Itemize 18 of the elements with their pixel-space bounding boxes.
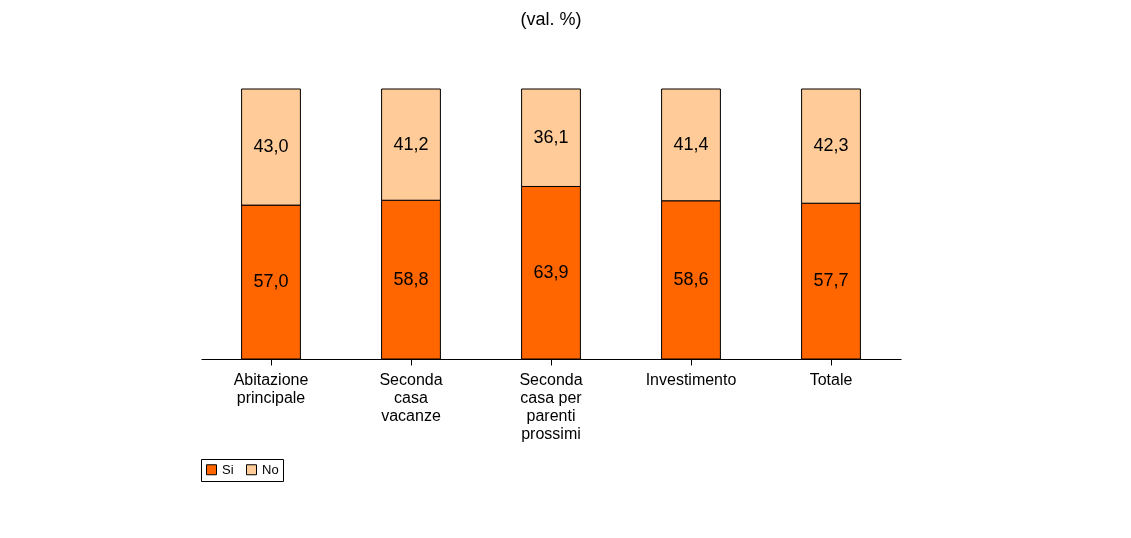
data-label: 58,6 — [673, 268, 709, 289]
legend-label: No — [262, 461, 279, 477]
data-label: 58,8 — [393, 268, 429, 289]
x-tick-label: Totale — [809, 370, 853, 388]
data-label: 42,3 — [813, 135, 849, 156]
legend-label: Si — [222, 461, 234, 477]
chart-title: (val. %) — [520, 8, 582, 29]
x-tick-label: Abitazione principale — [233, 370, 309, 406]
x-tick-label: Seconda casa vacanze — [379, 370, 443, 424]
data-label: 57,0 — [253, 271, 289, 292]
x-tick-label: Seconda casa per parenti prossimi — [519, 370, 583, 442]
data-label: 41,2 — [393, 133, 429, 154]
data-label: 57,7 — [813, 270, 849, 291]
data-label: 63,9 — [533, 261, 569, 282]
data-label: 36,1 — [533, 126, 569, 147]
data-label: 43,0 — [253, 136, 289, 157]
data-label: 41,4 — [673, 133, 709, 154]
x-tick-label: Investimento — [645, 370, 737, 388]
